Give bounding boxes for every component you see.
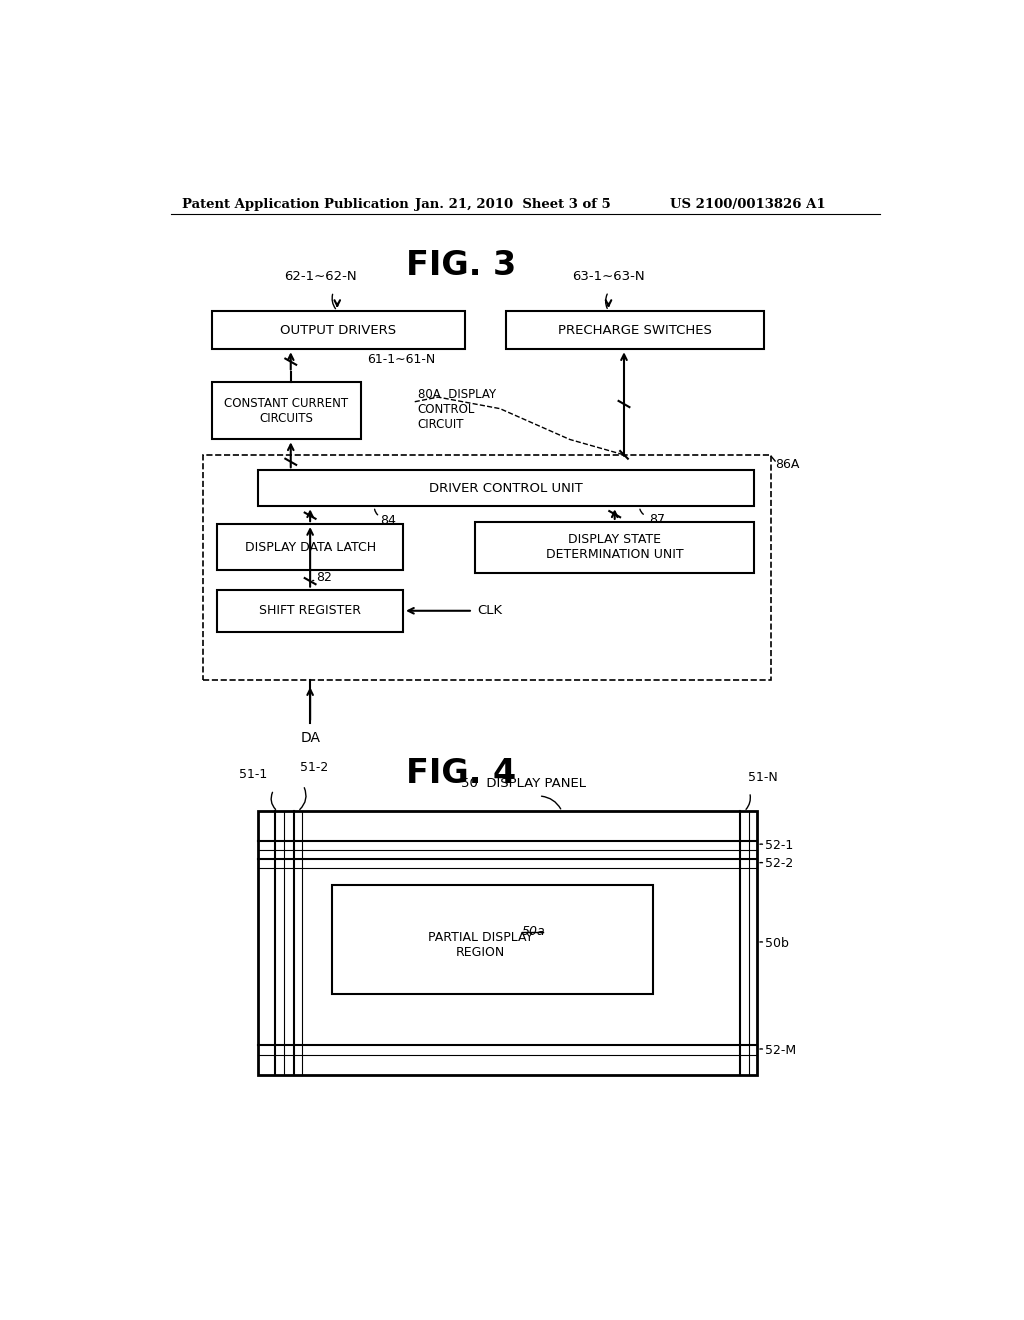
Text: DISPLAY DATA LATCH: DISPLAY DATA LATCH: [245, 541, 376, 554]
Text: DISPLAY STATE
DETERMINATION UNIT: DISPLAY STATE DETERMINATION UNIT: [546, 533, 683, 561]
Text: 63-1∼63-N: 63-1∼63-N: [572, 271, 645, 284]
Text: 52-2: 52-2: [765, 857, 794, 870]
Text: 51-2: 51-2: [300, 762, 329, 775]
Text: 82: 82: [316, 570, 332, 583]
Text: SHIFT REGISTER: SHIFT REGISTER: [259, 605, 361, 618]
Text: FIG. 4: FIG. 4: [407, 758, 516, 791]
Text: 62-1∼62-N: 62-1∼62-N: [284, 271, 356, 284]
Text: 52-1: 52-1: [765, 838, 794, 851]
Text: 86A: 86A: [775, 458, 800, 471]
Text: Patent Application Publication: Patent Application Publication: [182, 198, 409, 211]
Text: Jan. 21, 2010  Sheet 3 of 5: Jan. 21, 2010 Sheet 3 of 5: [415, 198, 610, 211]
Text: 50b: 50b: [765, 936, 788, 949]
Bar: [506, 312, 764, 350]
Text: CLK: CLK: [477, 605, 502, 618]
Text: US 2100/0013826 A1: US 2100/0013826 A1: [671, 198, 826, 211]
Bar: [212, 312, 465, 350]
Text: 84: 84: [380, 515, 395, 527]
Bar: [217, 590, 403, 632]
Bar: [203, 455, 771, 681]
Text: PRECHARGE SWITCHES: PRECHARGE SWITCHES: [558, 323, 712, 337]
Bar: [212, 381, 360, 440]
Text: FIG. 3: FIG. 3: [407, 249, 516, 282]
Text: 50  DISPLAY PANEL: 50 DISPLAY PANEL: [461, 776, 587, 789]
Text: DA: DA: [300, 730, 321, 744]
Bar: [258, 470, 755, 507]
Text: 61-1∼61-N: 61-1∼61-N: [367, 354, 435, 367]
Text: 87: 87: [649, 512, 665, 525]
Bar: [332, 884, 652, 994]
Bar: [258, 812, 758, 1074]
Text: OUTPUT DRIVERS: OUTPUT DRIVERS: [281, 323, 396, 337]
Bar: [475, 521, 755, 573]
Text: 52-M: 52-M: [765, 1044, 797, 1056]
Text: CONSTANT CURRENT
CIRCUITS: CONSTANT CURRENT CIRCUITS: [224, 396, 348, 425]
Text: 80A  DISPLAY
CONTROL
CIRCUIT: 80A DISPLAY CONTROL CIRCUIT: [418, 388, 496, 430]
Text: PARTIAL DISPLAY
REGION: PARTIAL DISPLAY REGION: [428, 932, 534, 960]
Text: 50a: 50a: [521, 925, 546, 939]
Bar: [217, 524, 403, 570]
Text: 51-1: 51-1: [240, 767, 267, 780]
Text: 51-N: 51-N: [748, 771, 778, 784]
Text: DRIVER CONTROL UNIT: DRIVER CONTROL UNIT: [429, 482, 583, 495]
